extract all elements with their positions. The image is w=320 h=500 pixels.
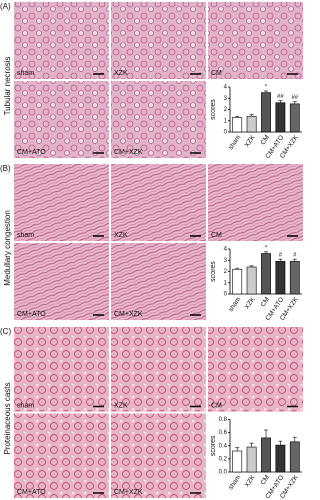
histology-image [14, 243, 109, 320]
y-axis-label: scores [210, 99, 217, 120]
histology-image [111, 2, 206, 79]
panel-title: Tubular necrosis [3, 57, 12, 116]
bar [232, 117, 243, 133]
histology-image [208, 2, 303, 79]
bar [261, 437, 271, 473]
x-tick-label: CM [260, 474, 272, 486]
histology-image [111, 243, 206, 320]
image-label: CM [211, 70, 222, 77]
y-tick-label: 2 [224, 107, 228, 113]
histology-image [14, 327, 109, 412]
bar-label: * [265, 245, 268, 251]
y-tick-label: 0.8 [219, 417, 228, 423]
bar [246, 115, 257, 133]
panel-label: (A) [0, 2, 11, 11]
bar-label: ## [291, 95, 298, 101]
histology-image [14, 164, 109, 241]
bar [275, 102, 286, 133]
bar-label: # [279, 253, 283, 259]
y-axis-label: scores [210, 435, 217, 456]
image-label: CM [211, 402, 222, 409]
bar [246, 446, 257, 473]
image-label: CM+ATO [17, 311, 46, 318]
image-label: XZK [114, 402, 128, 409]
y-tick-label: 0.4 [219, 443, 228, 449]
panel-label: (B) [0, 164, 11, 173]
histology-image [111, 327, 206, 412]
x-tick-label: CM [260, 134, 272, 146]
bar [289, 103, 300, 133]
y-tick-label: 3 [224, 96, 228, 102]
histology-image [111, 81, 206, 158]
bar-label: * [265, 85, 268, 91]
bar [275, 261, 286, 295]
x-tick-label: CM [260, 296, 272, 308]
y-tick-label: 0.6 [219, 430, 228, 436]
histology-image [14, 81, 109, 158]
figure: (A) Tubular necrosis sham XZK CM CM+ATO CM+XZK… [0, 2, 303, 500]
image-label: CM+XZK [114, 149, 143, 156]
bar [275, 444, 286, 473]
panel-title: Medullary congestion [3, 210, 12, 286]
bar [232, 450, 243, 473]
y-axis-label: scores [210, 261, 217, 282]
histology-image [208, 327, 303, 412]
histology-image [111, 164, 206, 241]
bar [289, 261, 300, 295]
bar [246, 266, 257, 295]
image-label: CM [211, 232, 222, 239]
image-label: sham [17, 402, 34, 409]
panel-title: Proteinaceous casts [3, 382, 12, 454]
histology-image [208, 164, 303, 241]
y-tick-label: 2 [224, 269, 228, 275]
bar-label: ## [277, 94, 284, 100]
histology-image [14, 413, 109, 498]
panel-label: (C) [0, 327, 11, 336]
y-tick-label: 0 [224, 130, 228, 136]
y-tick-label: 0.2 [219, 456, 228, 462]
image-label: sham [17, 232, 34, 239]
image-label: CM+XZK [114, 311, 143, 318]
image-label: sham [17, 70, 34, 77]
bar [261, 92, 271, 133]
histology-image [14, 2, 109, 79]
y-tick-label: 3 [224, 258, 228, 264]
y-tick-label: 1 [224, 118, 228, 124]
image-label: CM+ATO [17, 489, 46, 496]
y-tick-label: 0.0 [219, 470, 228, 476]
bar [261, 253, 271, 295]
image-label: XZK [114, 232, 128, 239]
image-label: XZK [114, 70, 128, 77]
y-tick-label: 4 [224, 247, 228, 253]
bar-label: # [293, 253, 297, 259]
y-tick-label: 1 [224, 280, 228, 286]
y-tick-label: 0 [224, 292, 228, 298]
bar [232, 268, 243, 295]
image-label: CM+ATO [17, 149, 46, 156]
image-label: CM+XZK [114, 489, 143, 496]
y-tick-label: 4 [224, 85, 228, 91]
histology-image [111, 413, 206, 498]
bar [289, 441, 300, 473]
